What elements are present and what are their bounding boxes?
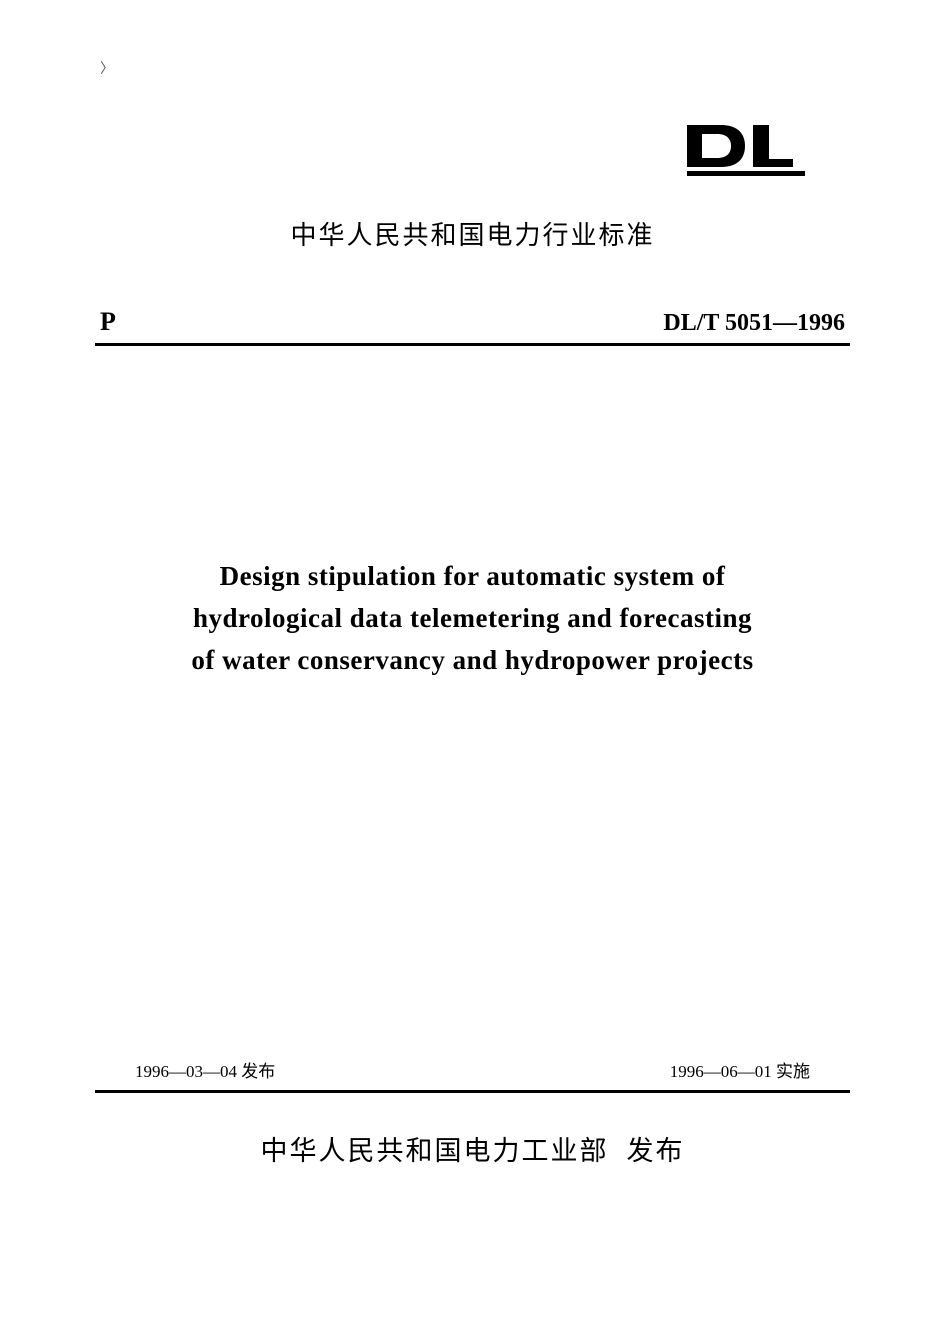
title-line-1: Design stipulation for automatic system … [95,556,850,598]
issuer-org: 中华人民共和国电力工业部 [261,1136,609,1166]
title-line-2: hydrological data telemetering and forec… [95,598,850,640]
page-container: 〉 中华人民共和国电力行业标准 P DL/T 5051—1996 Design … [0,0,945,1338]
title-line-3: of water conservancy and hydropower proj… [95,640,850,682]
date-row: 1996—03—04 发布 1996—06—01 实施 [95,1057,850,1093]
classification-code: P [100,307,116,337]
dl-logo [687,125,805,177]
implement-date: 1996—06—01 实施 [670,1057,810,1082]
main-title: Design stipulation for automatic system … [95,556,850,682]
issuer-row: 中华人民共和国电力工业部发布 [0,1129,945,1168]
dl-logo-icon [687,125,805,177]
code-row: P DL/T 5051—1996 [95,307,850,346]
standard-header: 中华人民共和国电力行业标准 [95,215,850,252]
issuer-action: 发布 [627,1136,685,1166]
publish-date: 1996—03—04 发布 [135,1057,275,1082]
standard-number: DL/T 5051—1996 [663,310,845,337]
page-marker: 〉 [100,58,114,78]
